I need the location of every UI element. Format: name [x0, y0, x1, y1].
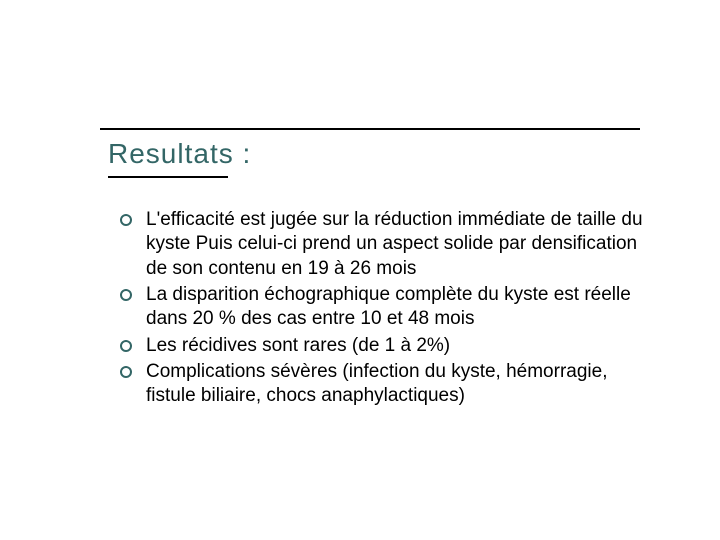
- slide-title: Resultats :: [100, 136, 640, 174]
- bullet-text: La disparition échographique complète du…: [146, 283, 650, 332]
- circle-bullet-icon: [120, 214, 132, 226]
- bullet-text: Les récidives sont rares (de 1 à 2%): [146, 334, 450, 358]
- list-item: L'efficacité est jugée sur la réduction …: [120, 208, 650, 281]
- circle-bullet-icon: [120, 289, 132, 301]
- title-block: Resultats :: [100, 128, 640, 178]
- list-item: Les récidives sont rares (de 1 à 2%): [120, 334, 650, 358]
- list-item: Complications sévères (infection du kyst…: [120, 360, 650, 409]
- body-block: L'efficacité est jugée sur la réduction …: [120, 208, 650, 411]
- bullet-text: Complications sévères (infection du kyst…: [146, 360, 650, 409]
- slide-container: { "title": "Resultats :", "title_color":…: [0, 0, 720, 540]
- bullet-text: L'efficacité est jugée sur la réduction …: [146, 208, 650, 281]
- title-rule-bottom: [108, 176, 228, 178]
- circle-bullet-icon: [120, 366, 132, 378]
- title-rule-top: [100, 128, 640, 130]
- list-item: La disparition échographique complète du…: [120, 283, 650, 332]
- bullet-list: L'efficacité est jugée sur la réduction …: [120, 208, 650, 409]
- circle-bullet-icon: [120, 340, 132, 352]
